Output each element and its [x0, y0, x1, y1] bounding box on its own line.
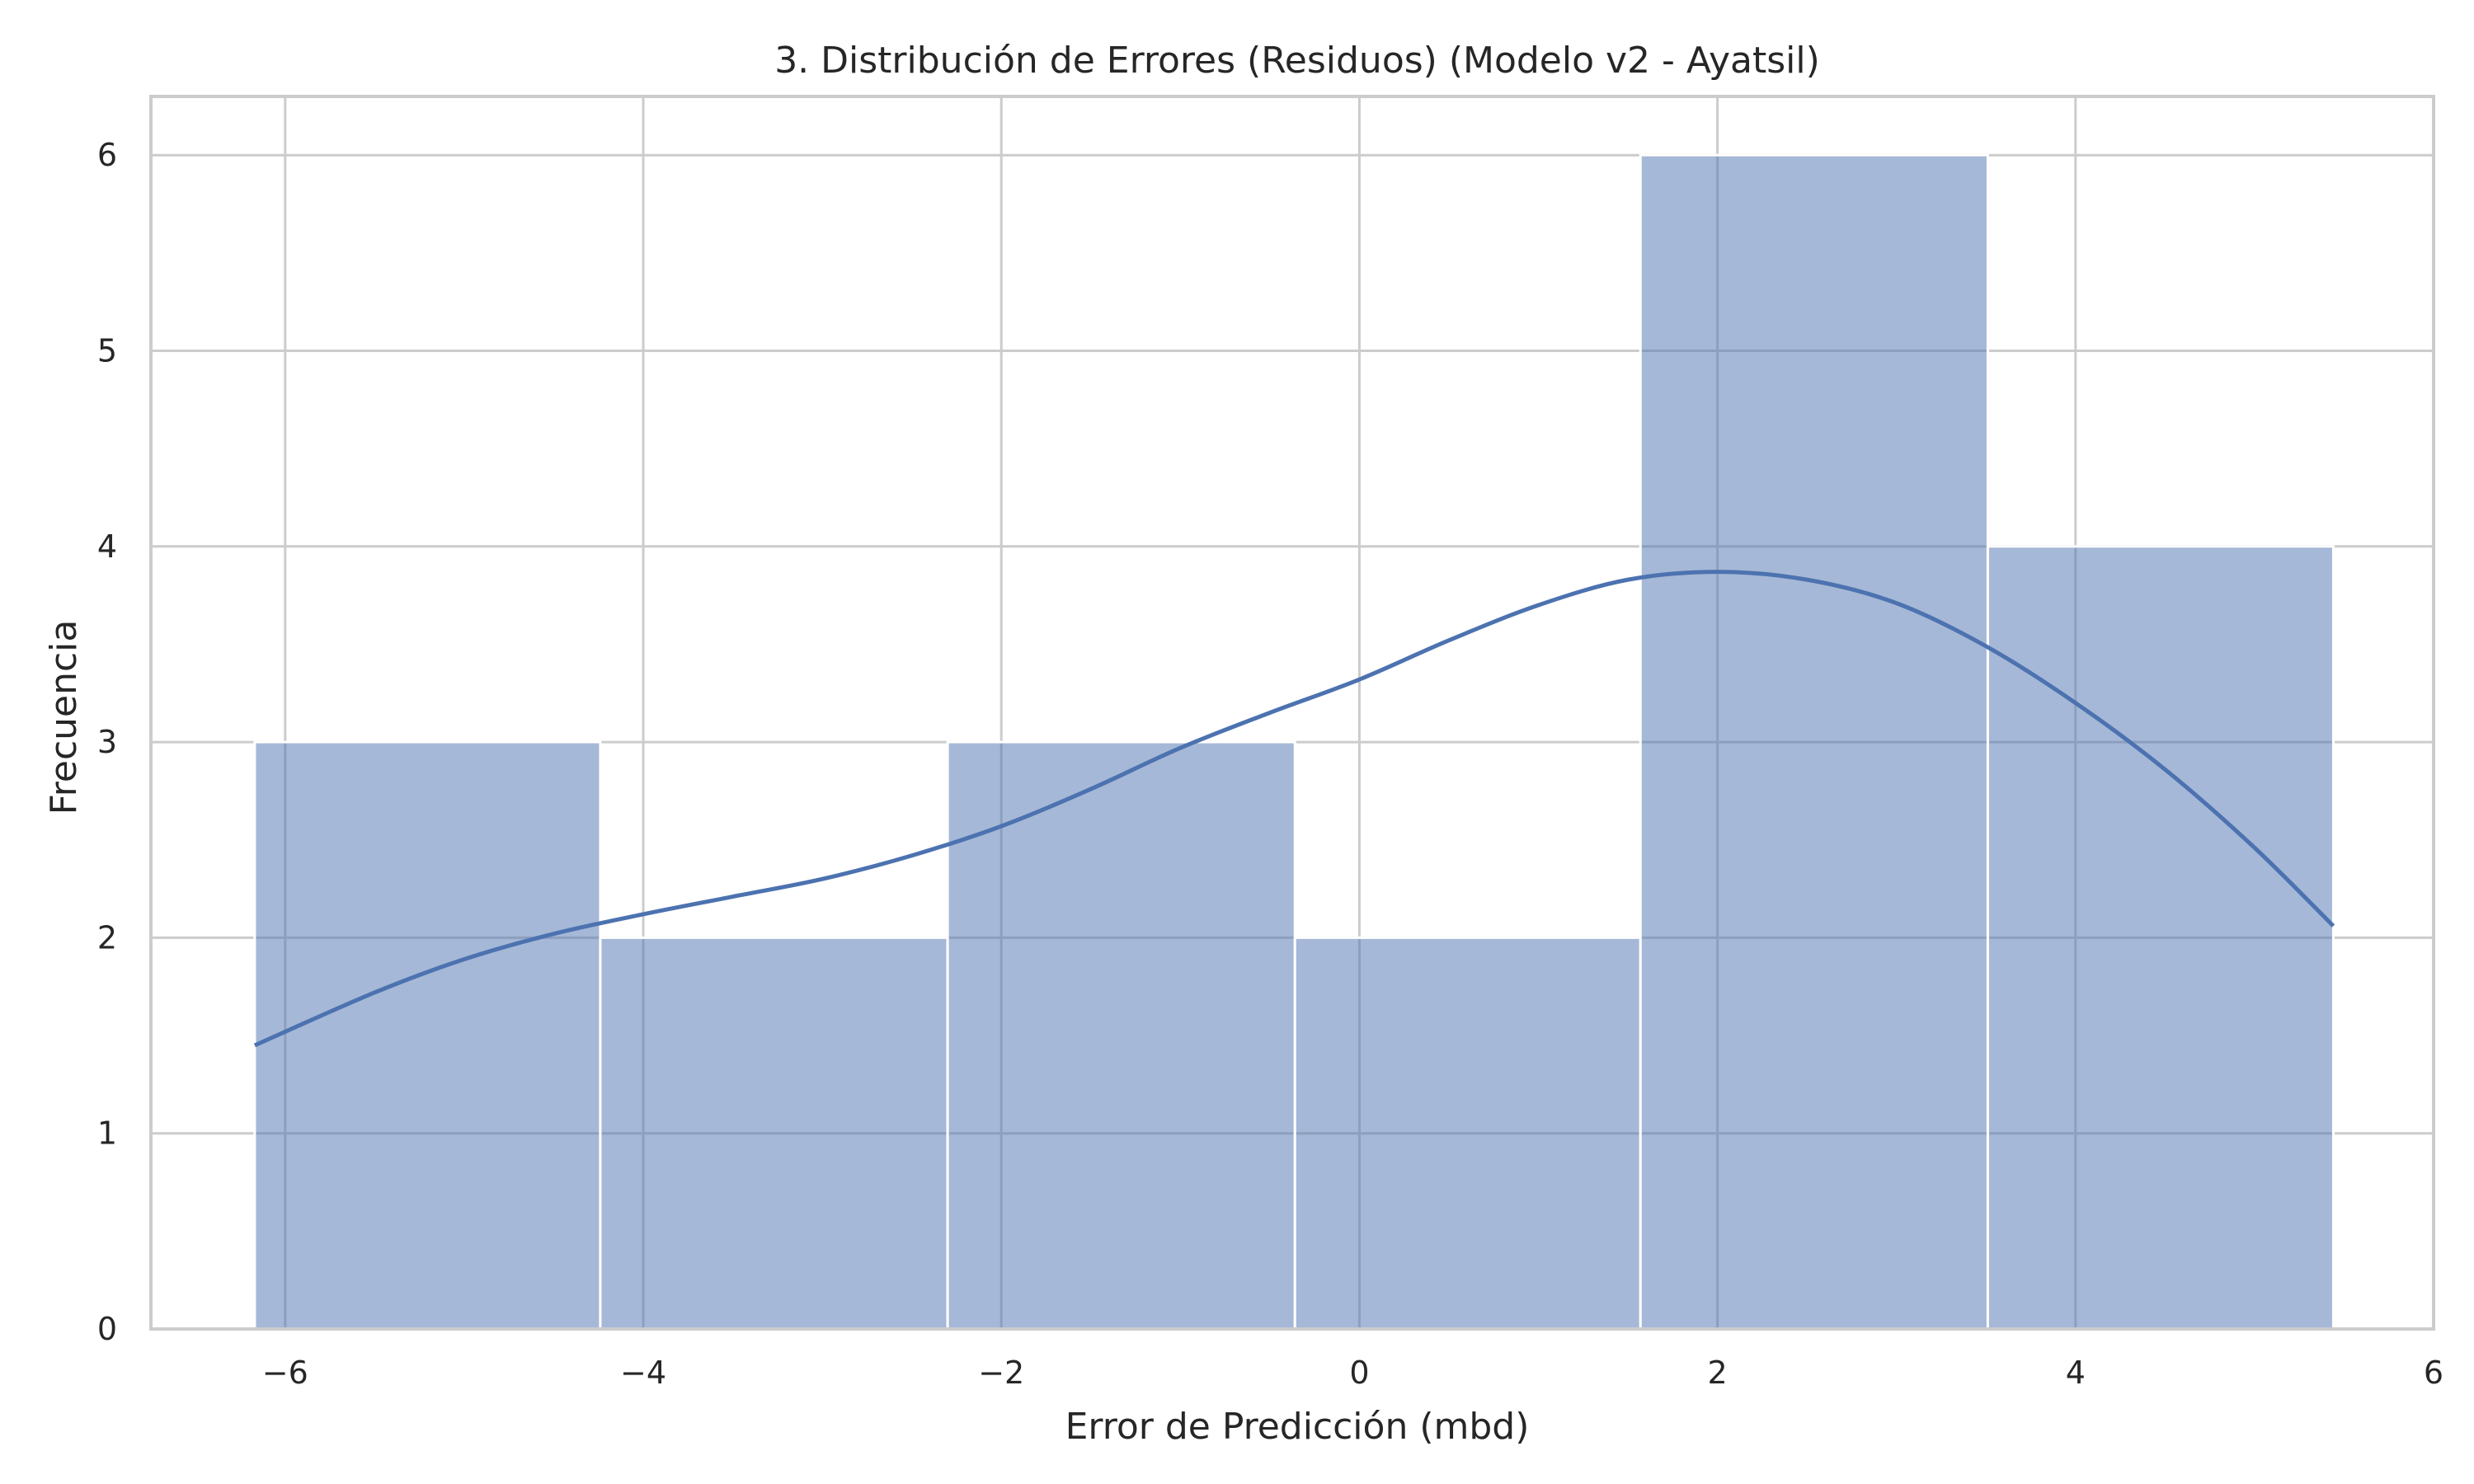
histogram-bars [253, 153, 2335, 1331]
x-axis-label: Error de Predicción (mbd) [1065, 1406, 1530, 1448]
x-tick-label: 4 [2066, 1355, 2086, 1391]
y-tick-label: 5 [97, 332, 117, 369]
x-tick-label: 0 [1349, 1355, 1369, 1391]
histogram-bar [946, 740, 1296, 1331]
y-tick-label: 2 [97, 919, 117, 956]
kde-line [253, 570, 2335, 1048]
histogram-bar [1639, 153, 1989, 1331]
y-axis-label: Frecuencia [43, 620, 85, 815]
plot-frame [149, 95, 2435, 1331]
x-tick-label: 2 [1708, 1355, 1728, 1391]
histogram-bar [253, 740, 602, 1331]
x-tick-label: 6 [2424, 1355, 2443, 1391]
x-tick-label: −6 [262, 1355, 308, 1391]
y-tick-label: 0 [97, 1311, 117, 1347]
chart-title: 3. Distribución de Errores (Residuos) (M… [774, 40, 1820, 82]
y-tick-label: 3 [97, 724, 117, 760]
y-tick-label: 1 [97, 1115, 117, 1152]
x-tick-label: −2 [978, 1355, 1024, 1391]
y-tick-label: 6 [97, 137, 117, 173]
histogram-bar [1986, 545, 2335, 1331]
histogram-bar [1293, 936, 1642, 1331]
histogram-bar [599, 936, 949, 1331]
kde-layer [253, 570, 2335, 1048]
y-tick-label: 4 [97, 528, 117, 565]
x-tick-label: −4 [620, 1355, 666, 1391]
x-tick-labels: −6 −4 −2 0 2 4 6 [262, 1355, 2443, 1391]
y-tick-labels: 0 1 2 3 4 5 6 [97, 137, 117, 1347]
